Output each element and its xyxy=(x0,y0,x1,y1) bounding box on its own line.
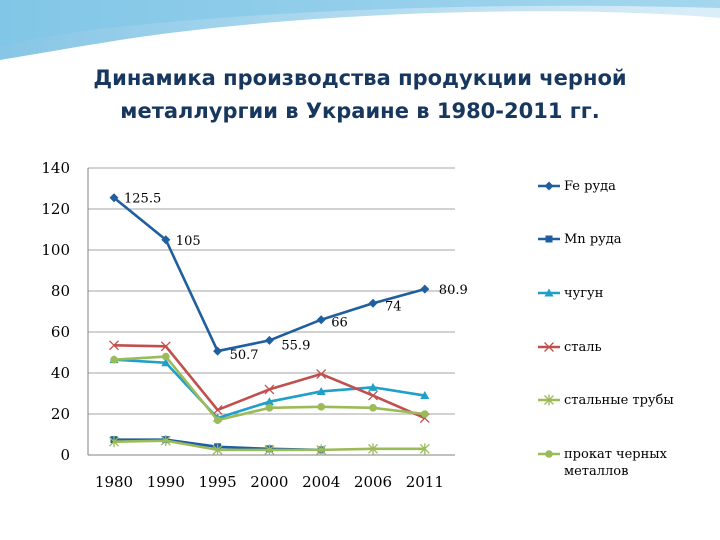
series-line xyxy=(113,196,426,353)
x-tick-label: 1980 xyxy=(95,473,133,491)
data-point xyxy=(316,386,326,395)
y-tick-label: 120 xyxy=(41,200,70,218)
data-point xyxy=(212,404,223,415)
x-tick-label: 1995 xyxy=(199,473,237,491)
data-point xyxy=(162,352,170,361)
title-line-1: Динамика производства продукции черной xyxy=(93,66,627,90)
data-point xyxy=(421,410,429,418)
series-1 xyxy=(109,193,430,356)
data-point xyxy=(420,284,430,294)
data-point xyxy=(264,444,275,456)
data-point xyxy=(544,288,554,297)
y-tick-label: 100 xyxy=(41,241,70,259)
data-point xyxy=(368,390,378,401)
data-label: 125.5 xyxy=(124,192,161,207)
x-tick-label: 2006 xyxy=(354,473,392,491)
data-point xyxy=(544,181,554,191)
data-point xyxy=(213,346,223,356)
legend-item: стальные трубы xyxy=(538,393,674,408)
data-point xyxy=(368,298,378,308)
series-5 xyxy=(109,435,430,456)
data-point xyxy=(368,443,378,455)
series-6 xyxy=(110,352,429,424)
data-point xyxy=(420,391,430,400)
y-tick-label: 20 xyxy=(51,405,70,423)
x-tick-label: 1990 xyxy=(147,473,185,491)
data-label: 66 xyxy=(331,316,348,331)
data-point xyxy=(316,369,327,379)
data-point xyxy=(212,444,223,456)
legend-item: прокат черных металлов xyxy=(538,447,668,479)
data-point xyxy=(110,355,118,364)
data-point xyxy=(160,435,171,447)
legend-label: прокат черных металлов xyxy=(564,447,668,479)
y-tick-label: 140 xyxy=(41,159,70,177)
data-point xyxy=(265,404,274,412)
data-point xyxy=(109,436,119,448)
data-point xyxy=(109,193,119,203)
data-label: 55.9 xyxy=(281,338,310,353)
y-tick-label: 40 xyxy=(51,364,70,382)
data-point xyxy=(264,335,274,345)
series-4 xyxy=(109,340,430,424)
data-point xyxy=(544,394,554,406)
data-point xyxy=(544,342,554,352)
legend-label: стальные трубы xyxy=(564,393,674,408)
data-point xyxy=(545,450,553,458)
data-point xyxy=(160,341,171,352)
legend-item: Mn руда xyxy=(538,232,622,247)
data-point xyxy=(316,315,326,325)
legend-label: Mn руда xyxy=(564,232,622,247)
y-tick-label: 80 xyxy=(51,282,70,300)
data-point xyxy=(368,382,378,391)
data-point xyxy=(317,403,326,411)
data-label: 80.9 xyxy=(439,283,468,298)
data-point xyxy=(369,404,377,412)
data-label: 105 xyxy=(176,234,201,249)
data-point xyxy=(161,235,171,245)
y-tick-label: 0 xyxy=(60,446,70,464)
x-tick-label: 2004 xyxy=(302,473,340,491)
page-title: Динамика производства продукции черной м… xyxy=(40,62,680,128)
y-tick-label: 60 xyxy=(51,323,70,341)
legend-label: Fe руда xyxy=(564,179,616,194)
data-point xyxy=(316,444,327,456)
data-label: 74 xyxy=(385,299,402,314)
data-point xyxy=(264,397,274,406)
data-point xyxy=(419,443,430,455)
legend-item: сталь xyxy=(538,340,602,355)
x-tick-label: 2000 xyxy=(250,473,288,491)
data-label: 50.7 xyxy=(230,348,259,363)
data-point xyxy=(161,358,171,367)
data-point xyxy=(213,416,222,424)
x-tick-label: 2011 xyxy=(406,473,444,491)
legend-item: Fe руда xyxy=(538,179,616,194)
title-line-2: металлургии в Украине в 1980-2011 гг. xyxy=(120,99,600,123)
header-decoration xyxy=(0,0,720,60)
legend-item: чугун xyxy=(538,286,603,301)
data-point xyxy=(545,235,553,243)
data-point xyxy=(264,384,275,395)
data-point xyxy=(109,340,119,351)
legend-label: сталь xyxy=(564,340,602,355)
legend-label: чугун xyxy=(564,286,603,301)
